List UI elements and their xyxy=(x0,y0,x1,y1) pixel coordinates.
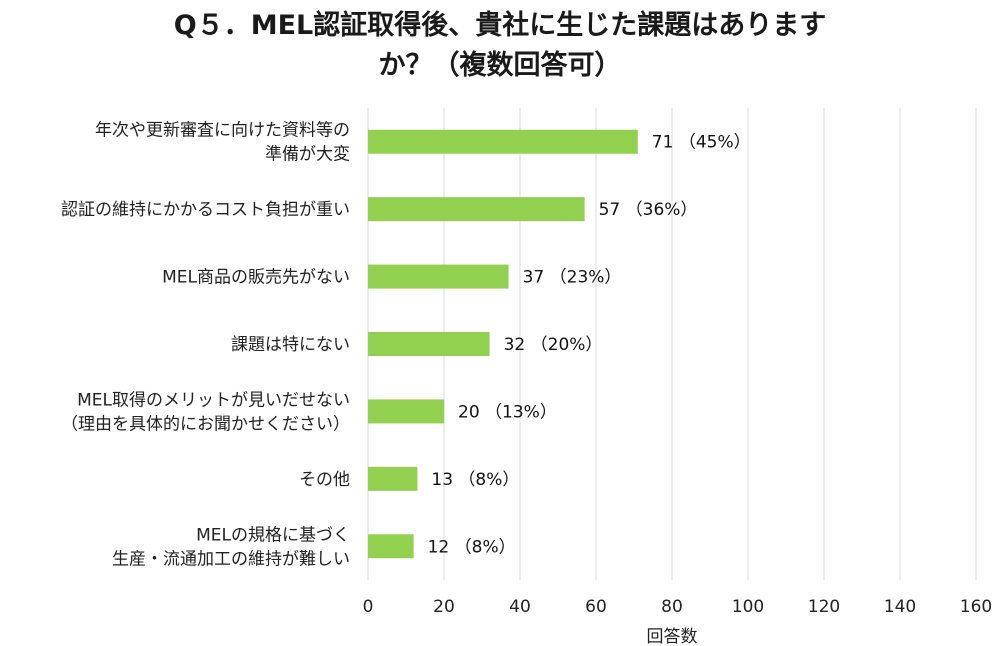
category-label-6: MELの規格に基づく生産・流通加工の維持が難しい xyxy=(112,525,350,569)
x-tick-label-160: 160 xyxy=(960,597,992,617)
x-tick-label-120: 120 xyxy=(808,597,840,617)
x-tick-label-40: 40 xyxy=(509,597,531,617)
bar-1 xyxy=(368,197,585,222)
x-tick-label-80: 80 xyxy=(661,597,683,617)
data-label-4: 20 （13%） xyxy=(458,402,557,422)
data-label-1: 57 （36%） xyxy=(599,200,698,220)
data-label-0: 71 （45%） xyxy=(652,133,751,153)
category-label-5: その他 xyxy=(299,470,350,490)
bar-3 xyxy=(368,332,490,356)
bar-5 xyxy=(368,466,418,491)
x-tick-label-140: 140 xyxy=(884,597,916,617)
chart-title: Q５．MEL認証取得後、貴社に生じた課題はあります か？（複数回答可） xyxy=(173,10,827,81)
x-tick-label-0: 0 xyxy=(363,597,374,617)
category-label-2: MEL商品の販売先がない xyxy=(162,268,350,288)
bar-6 xyxy=(368,534,414,559)
category-label-3: 課題は特にない xyxy=(231,335,350,355)
bar-0 xyxy=(368,129,638,154)
x-tick-label-20: 20 xyxy=(433,597,455,617)
data-label-5: 13 （8%） xyxy=(431,470,519,490)
data-label-2: 37 （23%） xyxy=(523,268,622,288)
bar-4 xyxy=(368,399,444,424)
x-axis-title: 回答数 xyxy=(647,627,698,646)
category-label-1: 認証の維持にかかるコスト負担が重い xyxy=(61,200,350,220)
data-label-6: 12 （8%） xyxy=(428,537,516,557)
data-label-3: 32 （20%） xyxy=(504,335,603,355)
category-label-4: MEL取得のメリットが見いだせない（理由を具体的にお聞かせください） xyxy=(61,390,350,434)
bar-2 xyxy=(368,264,509,289)
x-tick-label-100: 100 xyxy=(732,597,764,617)
category-label-0: 年次や更新審査に向けた資料等の準備が大変 xyxy=(95,121,350,165)
x-tick-label-60: 60 xyxy=(585,597,607,617)
